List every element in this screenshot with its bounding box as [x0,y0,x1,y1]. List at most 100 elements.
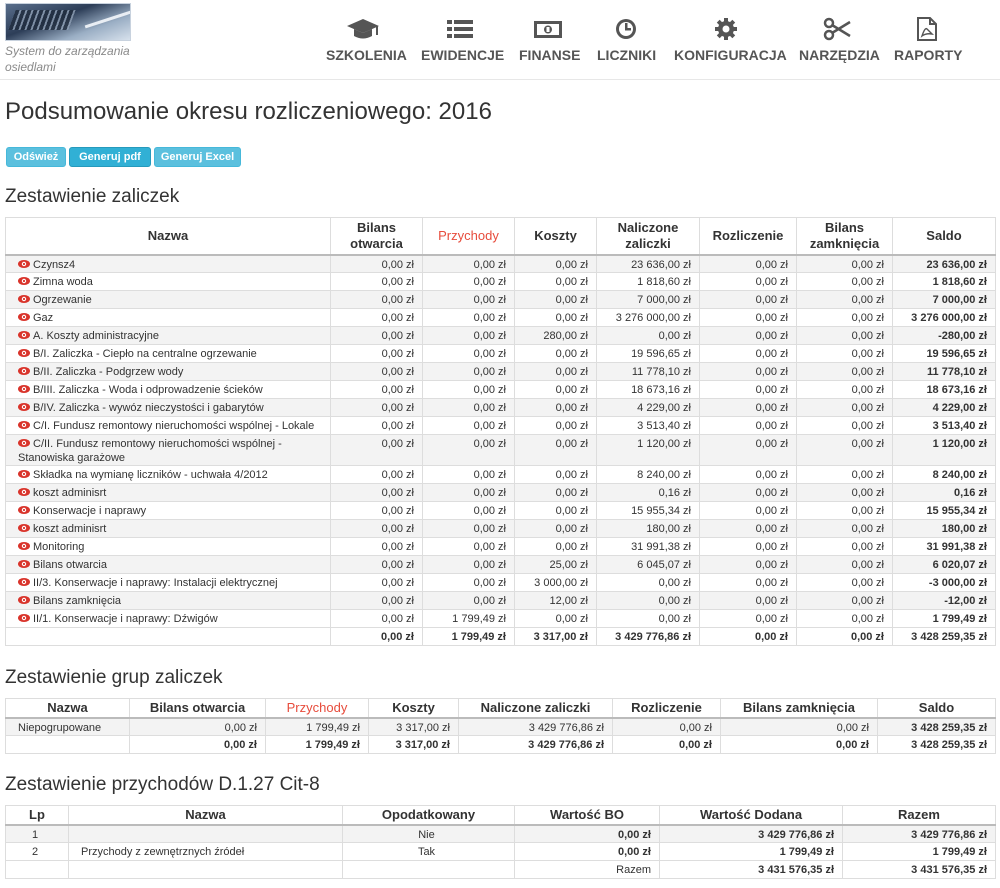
row-name-cell: B/I. Zaliczka - Ciepło na centralne ogrz… [5,344,331,363]
table-cell: 0,00 zł [699,290,797,309]
table-cell: 3 276 000,00 zł [892,308,996,327]
eye-icon[interactable] [18,470,30,479]
refresh-button[interactable]: Odśwież [6,147,66,167]
table-cell: 0,00 zł [699,609,797,628]
row-name: Zimna woda [33,276,93,288]
table-cell: 0,00 zł [796,573,893,592]
logo-image[interactable] [5,3,131,41]
nav-item-konfiguracja[interactable]: KONFIGURACJA [674,17,787,67]
table-cell: 0,00 zł [330,362,423,381]
eye-icon[interactable] [18,542,30,551]
table-cell: 0,00 zł [699,555,797,574]
eye-icon[interactable] [18,331,30,340]
col-header[interactable]: Rozliczenie [699,217,797,256]
table-cell: 0,00 zł [422,254,515,273]
eye-icon[interactable] [18,313,30,322]
generate-pdf-button[interactable]: Generuj pdf [69,147,151,167]
generate-excel-button[interactable]: Generuj Excel [154,147,241,167]
table-cell: 0,00 zł [699,573,797,592]
col-header[interactable]: Lp [5,805,69,826]
table-cell: 0,00 zł [514,416,597,435]
table-row: Konserwacje i naprawy 0,00 zł 0,00 zł 0,00 … [5,501,996,520]
eye-icon[interactable] [18,277,30,286]
eye-icon[interactable] [18,488,30,497]
table-cell: 1 799,49 zł [422,609,515,628]
table-cell: 0,00 zł [699,326,797,345]
col-header[interactable]: Opodatkowany [342,805,515,826]
nav-item-liczniki[interactable]: LICZNIKI [597,17,656,67]
table-cell: 0,00 zł [330,434,423,466]
col-header[interactable]: Wartość Dodana [659,805,843,826]
col-header[interactable]: Rozliczenie [612,698,721,719]
eye-icon[interactable] [18,578,30,587]
eye-icon[interactable] [18,295,30,304]
row-name: koszt adminisrt [33,523,107,535]
col-header[interactable]: Koszty [514,217,597,256]
nav-item-narzedzia[interactable]: NARZĘDZIA [799,17,880,67]
col-header[interactable]: Bilans otwarcia [330,217,423,256]
table-row: Ogrzewanie 0,00 zł 0,00 zł 0,00 zł 7 000,00 … [5,290,996,309]
col-header[interactable]: Przychody [422,217,515,256]
table-cell: 0,00 zł [796,362,893,381]
nav-item-szkolenia[interactable]: SZKOLENIA [326,17,407,67]
col-header[interactable]: Wartość BO [514,805,660,826]
table-cell: 0,00 zł [699,483,797,502]
col-header[interactable]: Bilans zamknięcia [720,698,878,719]
col-header[interactable]: Saldo [892,217,996,256]
eye-icon[interactable] [18,421,30,430]
eye-icon[interactable] [18,385,30,394]
table-cell: 3 317,00 zł [368,717,459,736]
table-cell: 0,16 zł [892,483,996,502]
nav-item-finanse[interactable]: FINANSE [519,17,581,67]
nav-item-raporty[interactable]: RAPORTY [894,17,962,67]
eye-icon[interactable] [18,506,30,515]
table-cell: -12,00 zł [892,591,996,610]
table-cell: 1 120,00 zł [596,434,700,466]
eye-icon[interactable] [18,367,30,376]
eye-icon[interactable] [18,403,30,412]
table-cell: 0,00 zł [699,308,797,327]
table-cell: 0,00 zł [514,272,597,291]
col-header[interactable]: Przychody [265,698,369,719]
col-header[interactable]: Naliczone zaliczki [458,698,613,719]
col-header[interactable]: Bilans otwarcia [129,698,266,719]
row-name-cell: Bilans zamknięcia [5,591,331,610]
eye-icon[interactable] [18,560,30,569]
col-header[interactable]: Nazwa [5,698,130,719]
groups-table: Nazwa Bilans otwarcia Przychody Koszty N… [5,698,996,754]
table-cell: 0,00 zł [330,344,423,363]
eye-icon[interactable] [18,439,30,448]
table-cell: 1 818,60 zł [892,272,996,291]
eye-icon[interactable] [18,524,30,533]
added-cell: 1 799,49 zł [659,842,843,861]
table-cell: 0,00 zł [422,398,515,417]
col-header[interactable]: Razem [842,805,996,826]
col-header[interactable]: Nazwa [5,217,331,256]
row-name: koszt adminisrt [33,487,107,499]
row-name-cell: C/I. Fundusz remontowy nieruchomości wsp… [5,416,331,435]
eye-icon[interactable] [18,259,30,268]
col-header[interactable]: Nazwa [68,805,343,826]
table-row: Gaz 0,00 zł 0,00 zł 0,00 zł 3 276 000,00 zł 0… [5,308,996,327]
nav-item-ewidencje[interactable]: EWIDENCJE [421,17,504,67]
row-name: A. Koszty administracyjne [33,330,159,342]
col-header[interactable]: Koszty [368,698,459,719]
nav-label: FINANSE [519,47,581,63]
table-cell: 4 229,00 zł [892,398,996,417]
table-cell: 0,00 zł [699,434,797,466]
col-header[interactable]: Naliczone zaliczki [596,217,700,256]
table-cell: 0,00 zł [796,501,893,520]
table-cell: 0,00 zł [514,290,597,309]
table-cell: 0,00 zł [612,717,721,736]
eye-icon[interactable] [18,596,30,605]
taxed-cell: Tak [342,842,515,861]
table-cell: 0,00 zł [796,537,893,556]
col-header[interactable]: Bilans zamknięcia [796,217,893,256]
col-header[interactable]: Saldo [877,698,996,719]
table-cell: 19 596,65 zł [892,344,996,363]
eye-icon[interactable] [18,349,30,358]
row-name: Ogrzewanie [33,294,92,306]
table-cell: 15 955,34 zł [596,501,700,520]
totals-label-cell [5,627,331,646]
eye-icon[interactable] [18,614,30,623]
